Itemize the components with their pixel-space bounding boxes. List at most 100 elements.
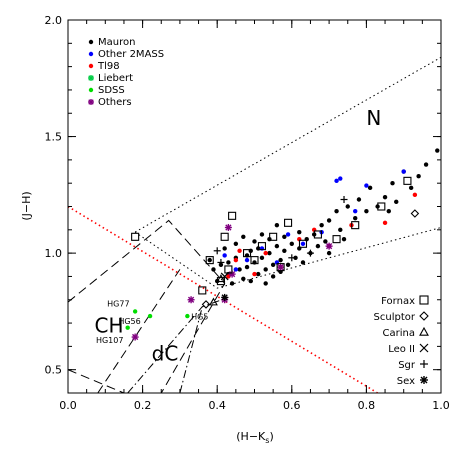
data-point — [419, 295, 429, 305]
data-point — [250, 256, 259, 265]
data-point — [340, 196, 348, 204]
data-point — [338, 176, 343, 181]
data-point — [224, 265, 233, 274]
data-point — [306, 249, 314, 257]
data-point — [345, 204, 350, 209]
data-point — [220, 232, 229, 241]
boundary-line-dotted — [134, 56, 441, 233]
data-point — [241, 276, 246, 281]
legend-label: Sculptor — [374, 312, 416, 323]
data-point — [256, 271, 261, 277]
region-label: CH — [95, 313, 124, 337]
data-point — [288, 254, 296, 262]
x-tick-label: 0.0 — [59, 399, 77, 412]
data-point — [341, 236, 347, 242]
point-labels: HG77 HG56 HG5 HG107 — [96, 300, 208, 345]
data-point — [201, 300, 211, 309]
data-point — [213, 247, 221, 255]
data-point — [228, 211, 237, 220]
data-point — [332, 235, 341, 244]
data-point — [319, 222, 324, 228]
data-point — [242, 249, 252, 258]
point-label: HG77 — [107, 300, 129, 309]
data-point — [412, 192, 418, 198]
y-tick-label: 0.5 — [45, 364, 63, 377]
region-labels: N CH dC — [95, 106, 382, 365]
data-point — [205, 256, 214, 265]
data-point — [416, 173, 421, 179]
data-point — [435, 148, 440, 153]
data-point — [377, 202, 386, 211]
data-point — [364, 208, 369, 214]
data-point — [390, 180, 395, 186]
data-point — [382, 220, 388, 226]
data-point — [88, 75, 94, 81]
data-point — [356, 197, 362, 202]
data-point — [277, 263, 285, 271]
data-point — [408, 185, 414, 191]
data-point — [131, 333, 139, 341]
data-point — [267, 250, 272, 256]
data-points — [125, 148, 440, 341]
data-point — [222, 246, 227, 251]
data-point — [334, 208, 339, 214]
data-point — [353, 215, 358, 221]
data-point — [298, 239, 308, 248]
data-point — [278, 257, 283, 263]
data-point — [220, 272, 229, 281]
legend-label: Tl98 — [97, 61, 120, 72]
legend-label: Fornax — [381, 296, 415, 307]
data-point — [244, 257, 250, 263]
data-point — [293, 255, 298, 260]
data-point — [207, 257, 212, 263]
legend-label: Carina — [383, 328, 415, 339]
boundary-line-dashed — [97, 269, 181, 393]
data-point — [229, 281, 235, 286]
data-point — [211, 267, 216, 272]
data-point — [244, 264, 250, 270]
data-point — [419, 311, 429, 321]
data-point — [420, 376, 428, 384]
data-point — [285, 232, 291, 237]
data-point — [367, 185, 373, 191]
y-tick-label: 2.0 — [45, 14, 63, 27]
boundary-line-dotted — [134, 227, 441, 289]
data-point — [326, 218, 332, 223]
data-point — [241, 234, 246, 240]
data-point — [185, 313, 190, 319]
data-point — [338, 227, 343, 233]
data-point — [88, 63, 94, 69]
axis-ticks: 0.0 0.2 0.4 0.6 0.8 1.0 0.5 1.0 1.5 2.0 — [45, 14, 450, 412]
data-point — [401, 169, 406, 174]
data-point — [282, 234, 287, 240]
data-point — [276, 263, 285, 272]
legend-right: Fornax Sculptor Carina Leo II Sgr Sex — [374, 295, 429, 387]
data-point — [217, 258, 225, 266]
data-point — [386, 208, 391, 214]
data-point — [237, 267, 242, 272]
data-point — [420, 360, 428, 368]
data-point — [353, 208, 358, 214]
data-point — [237, 248, 242, 253]
data-point — [394, 199, 399, 205]
y-axis-label: (J−H) — [20, 191, 33, 220]
data-point — [259, 255, 265, 260]
data-point — [334, 178, 339, 184]
x-axis-label-subscript: s — [265, 436, 269, 445]
data-point — [270, 262, 276, 267]
data-point — [325, 242, 333, 250]
data-point — [289, 241, 294, 246]
data-point — [263, 250, 268, 256]
legend-label: Others — [98, 97, 132, 108]
x-tick-label: 1.0 — [432, 399, 450, 412]
data-point — [257, 242, 267, 251]
data-point — [263, 281, 268, 286]
data-point — [233, 257, 239, 263]
data-point — [419, 343, 429, 353]
data-point — [198, 286, 207, 295]
data-point — [269, 232, 278, 241]
data-point — [187, 296, 195, 304]
data-point — [313, 230, 322, 239]
data-point — [226, 274, 231, 279]
